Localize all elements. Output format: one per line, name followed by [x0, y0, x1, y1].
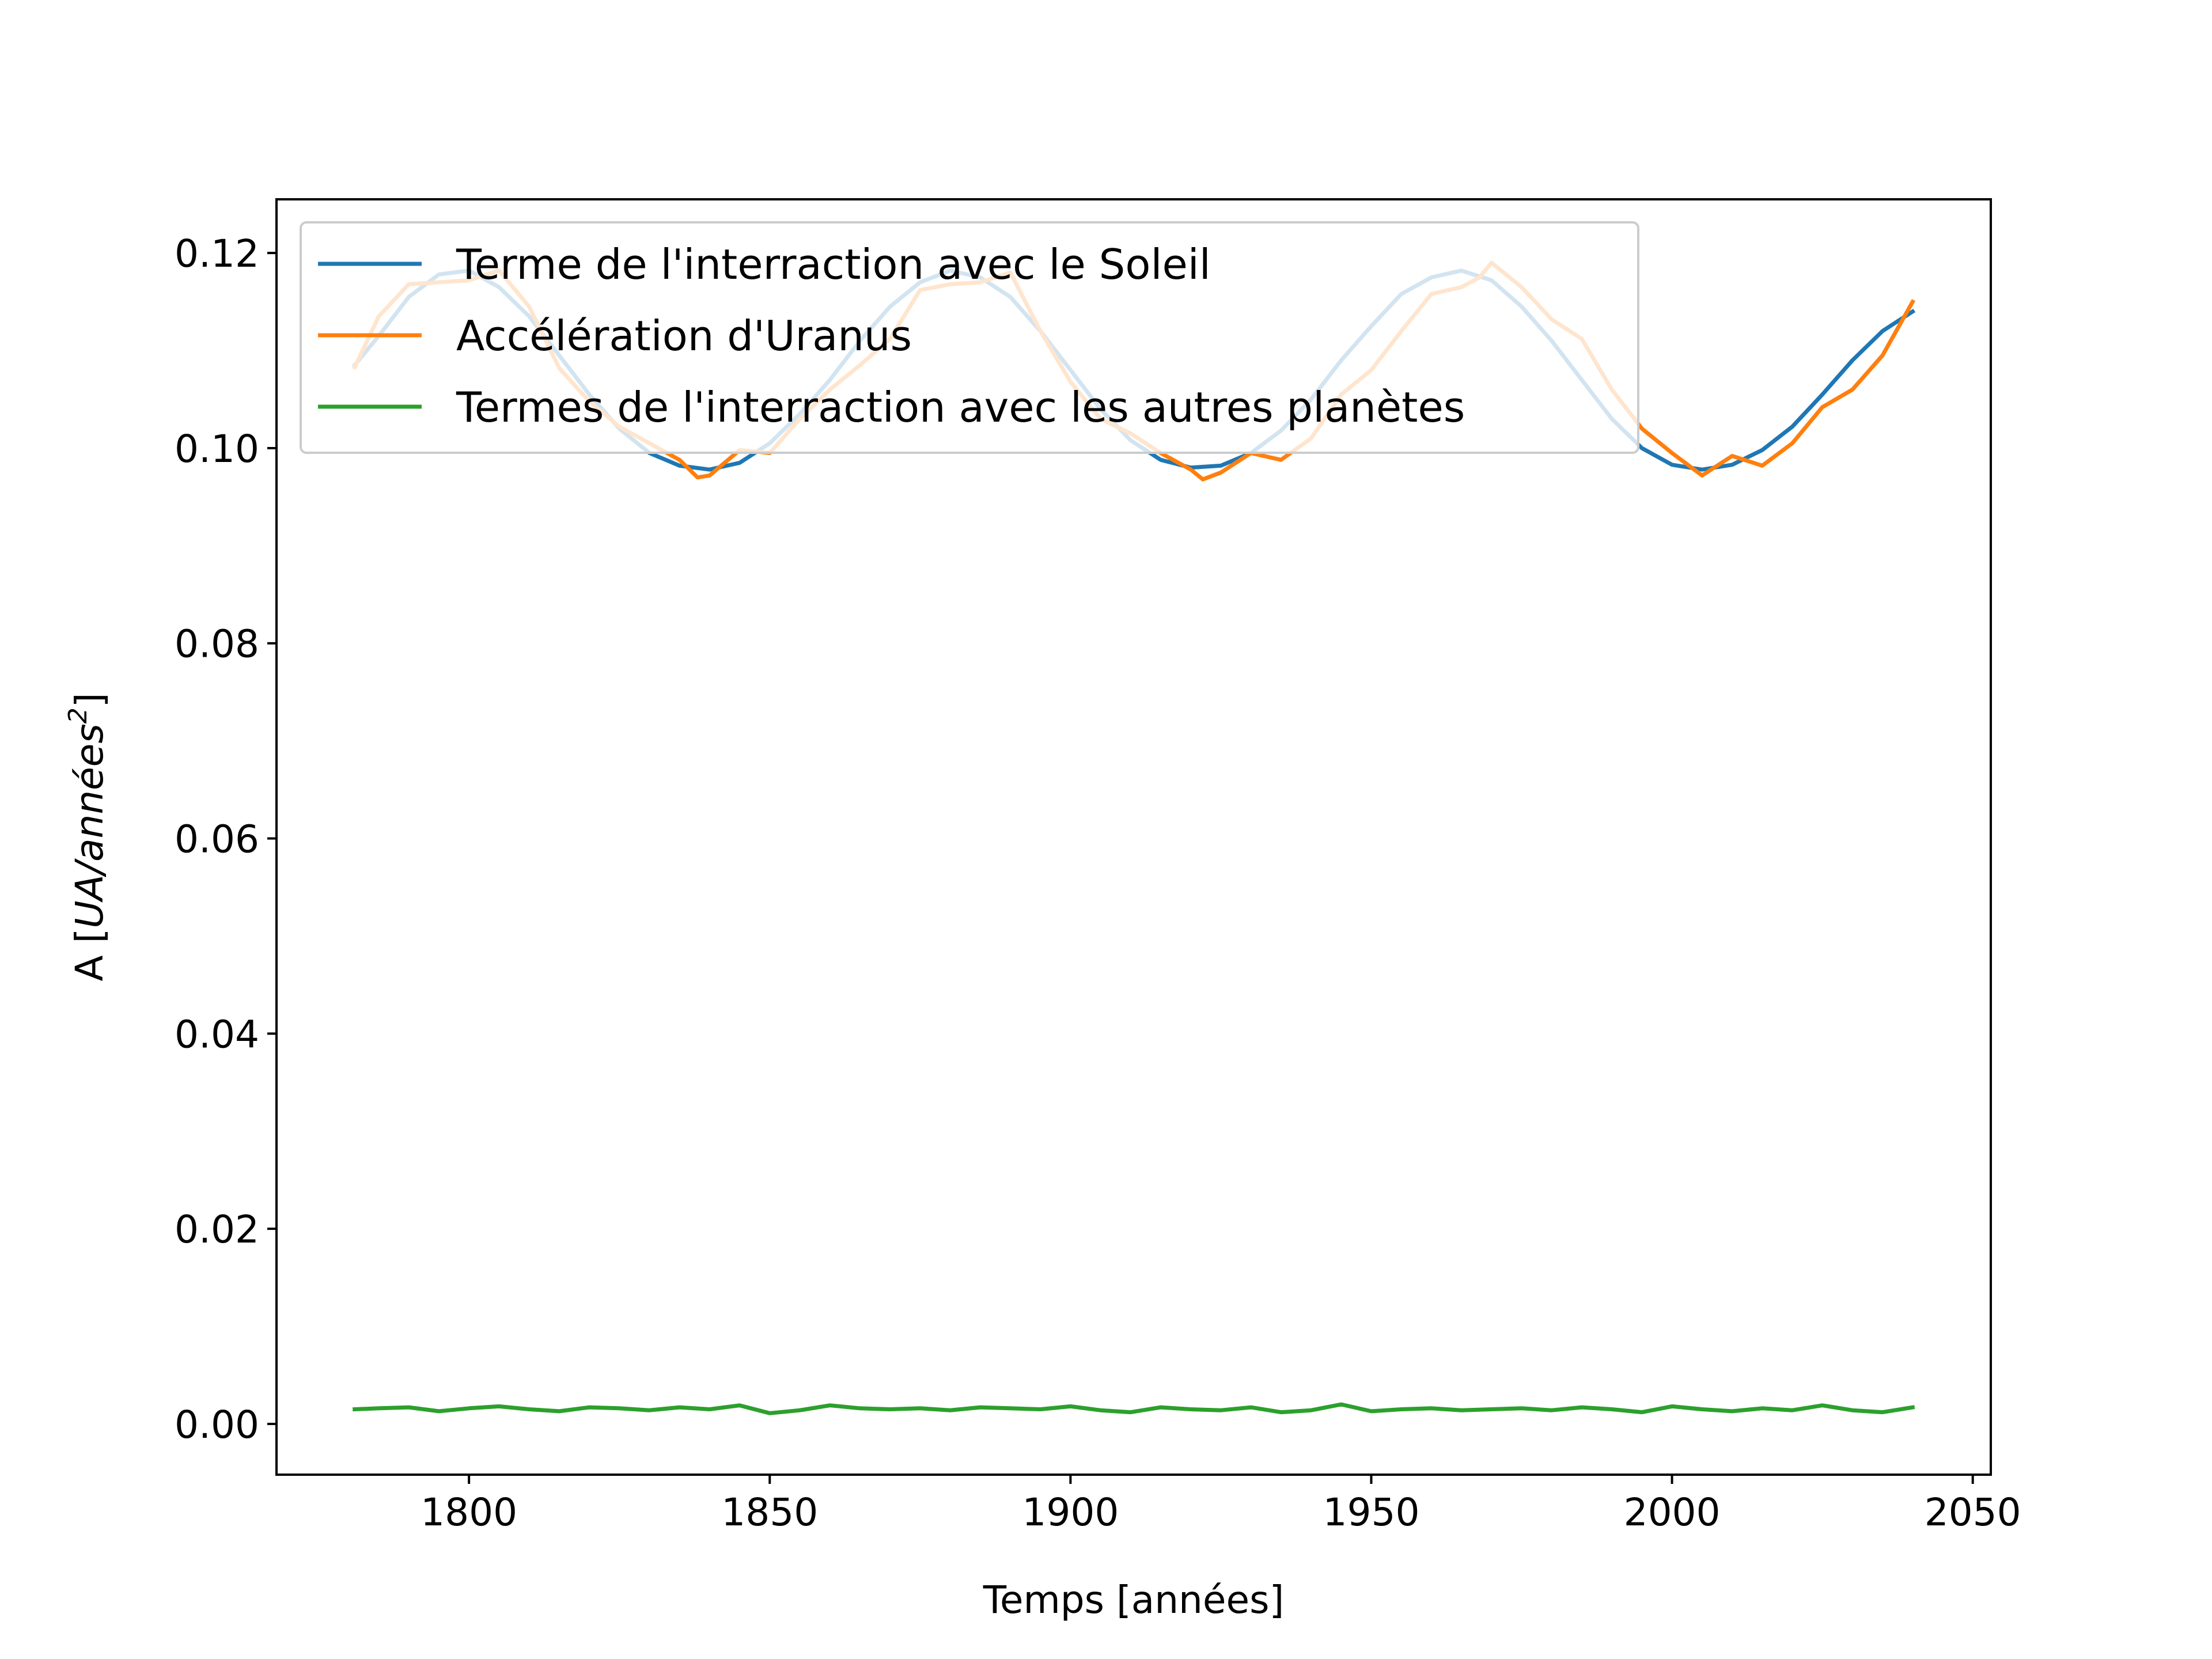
- y-axis-label-suffix: ]: [67, 692, 112, 707]
- y-axis-label-unit: UA/années: [67, 724, 112, 928]
- x-tick-label: 1850: [721, 1490, 818, 1535]
- legend-label-3: Termes de l'interraction avec les autres…: [456, 383, 1465, 431]
- y-tick-label: 0.10: [175, 427, 259, 471]
- y-tick-label: 0.02: [175, 1207, 259, 1252]
- x-tick-label: 1900: [1022, 1490, 1119, 1535]
- y-axis-label-prefix: A [: [67, 929, 112, 982]
- legend: Terme de l'interraction avec le Soleil Ac…: [300, 221, 1639, 454]
- y-axis-label-exponent: 2: [63, 707, 93, 724]
- y-axis: 0.00 0.02 0.04 0.06 0.08 0.10 0.12: [175, 232, 276, 1447]
- legend-items: Terme de l'interraction avec le Soleil Ac…: [318, 240, 1465, 431]
- legend-box: [300, 221, 1639, 454]
- y-tick-label: 0.06: [175, 817, 259, 862]
- x-tick-label: 1950: [1323, 1490, 1419, 1535]
- y-tick-label: 0.12: [175, 232, 259, 276]
- x-tick-label: 2050: [1925, 1490, 2021, 1535]
- x-axis: 1800 1850 1900 1950 2000 2050: [421, 1475, 2021, 1535]
- series-line-3: [353, 1402, 1915, 1415]
- y-axis-label: A [UA/années2]: [63, 692, 112, 981]
- y-tick-label: 0.08: [175, 622, 259, 666]
- x-tick-label: 2000: [1624, 1490, 1721, 1535]
- legend-label-1: Terme de l'interraction avec le Soleil: [456, 240, 1211, 289]
- legend-label-2: Accélération d'Uranus: [456, 312, 912, 360]
- x-tick-label: 1800: [421, 1490, 517, 1535]
- axes-frame: [275, 198, 1992, 1476]
- y-tick-label: 0.00: [175, 1403, 259, 1447]
- y-tick-label: 0.04: [175, 1012, 259, 1056]
- x-axis-label: Temps [années]: [983, 1578, 1284, 1622]
